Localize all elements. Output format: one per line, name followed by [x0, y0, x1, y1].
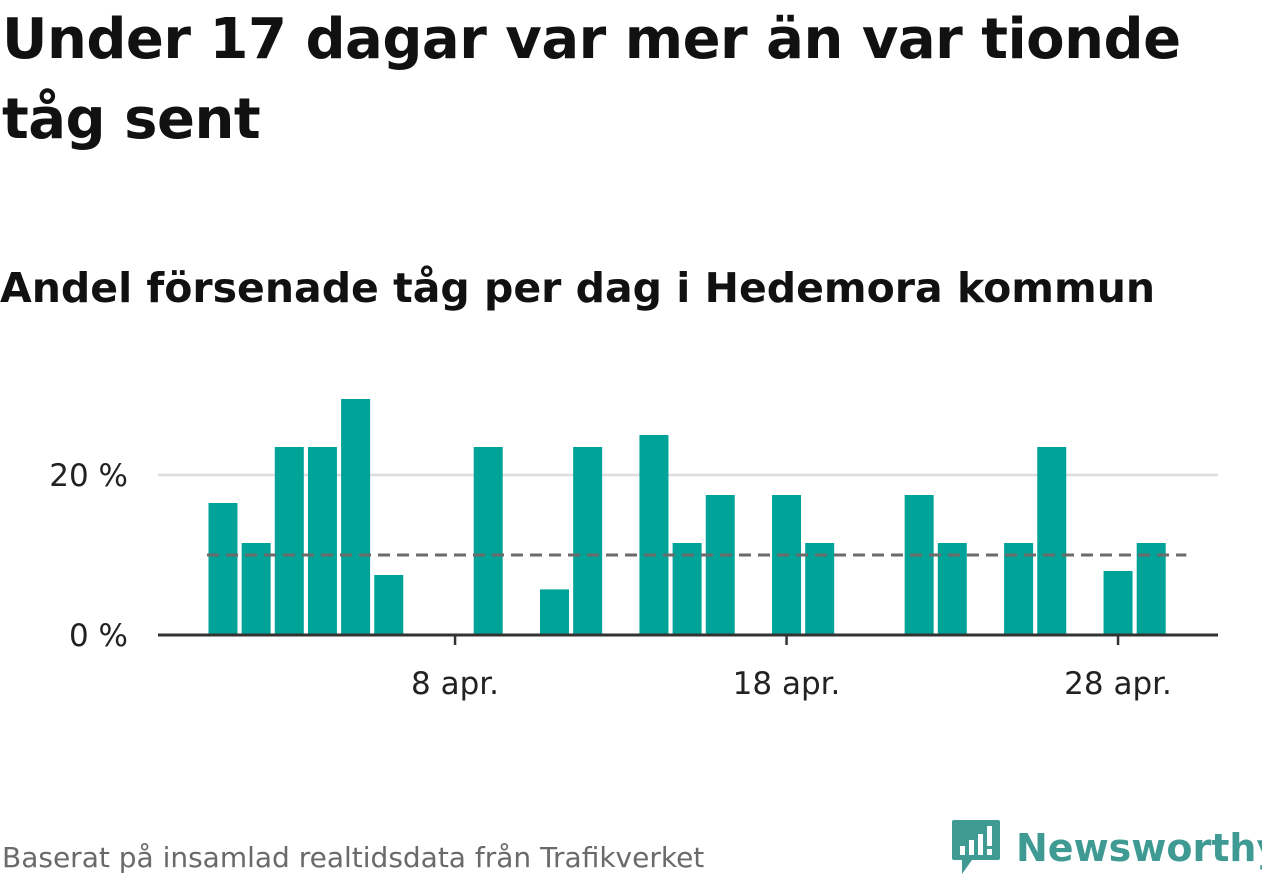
- bar: [1037, 447, 1067, 635]
- bar: [705, 495, 735, 635]
- x-tick-label: 28 apr.: [1064, 666, 1172, 702]
- chart-subtitle: Andel försenade tåg per dag i Hedemora k…: [0, 264, 1156, 312]
- bar: [639, 435, 669, 635]
- newsworthy-logo: Newsworthy: [950, 818, 1262, 878]
- bar: [241, 543, 271, 635]
- bar: [208, 503, 238, 635]
- y-tick-label: 0 %: [69, 618, 128, 654]
- bar: [1103, 571, 1133, 635]
- bar: [573, 447, 603, 635]
- bar: [540, 589, 569, 635]
- bar: [805, 543, 835, 635]
- y-tick-label: 20 %: [49, 458, 128, 494]
- bar: [937, 543, 967, 635]
- x-tick-label: 18 apr.: [733, 666, 841, 702]
- bar: [1136, 543, 1166, 635]
- newsworthy-chart-bubble-icon: [952, 820, 1000, 874]
- bar: [1004, 543, 1034, 635]
- bar: [473, 447, 503, 635]
- bars-layer: [208, 399, 1166, 635]
- bar: [904, 495, 934, 635]
- source-note: Baserat på insamlad realtidsdata från Tr…: [2, 841, 705, 874]
- bar-chart: 0 % 20 % 8 apr. 18 apr. 28 apr.: [49, 399, 1218, 702]
- bar: [341, 399, 371, 635]
- axis-layer: 0 % 20 % 8 apr. 18 apr. 28 apr.: [49, 458, 1218, 702]
- x-tick-label: 8 apr.: [411, 666, 499, 702]
- bar: [274, 447, 304, 635]
- logo-text: Newsworthy: [1016, 826, 1262, 870]
- bar: [307, 447, 337, 635]
- chart-title: Under 17 dagar var mer än var tionde tåg…: [2, 7, 1181, 152]
- bar: [374, 575, 404, 635]
- bar: [772, 495, 802, 635]
- bar: [672, 543, 702, 635]
